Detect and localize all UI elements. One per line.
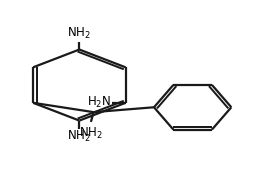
Text: NH$_2$: NH$_2$ [68, 129, 91, 144]
Text: NH$_2$: NH$_2$ [68, 26, 91, 41]
Text: H$_2$N: H$_2$N [87, 95, 111, 110]
Text: NH$_2$: NH$_2$ [79, 125, 103, 141]
